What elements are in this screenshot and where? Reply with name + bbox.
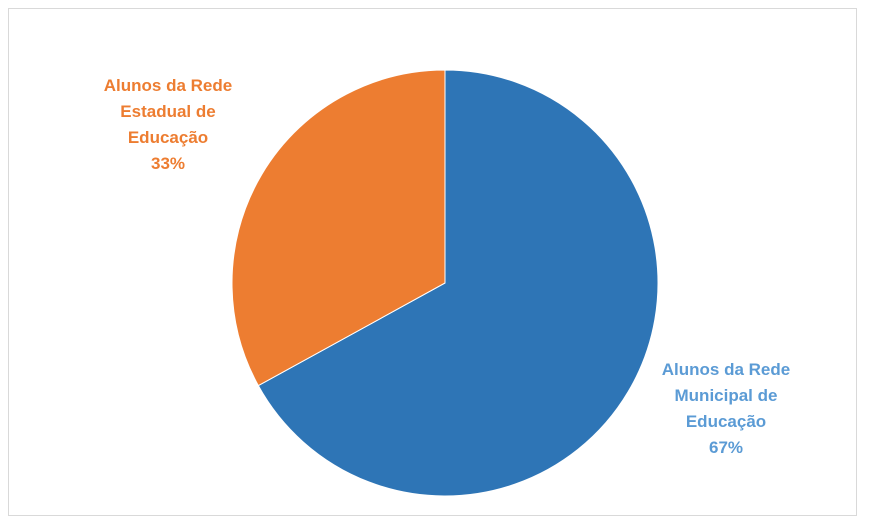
pie-slice-municipal (257, 69, 659, 497)
slice-label-municipal-line-3: Educação (685, 412, 767, 431)
slice-label-estadual-percent: 33% (150, 154, 186, 173)
slice-label-municipal-percent: 67% (708, 438, 744, 457)
slice-label-estadual-line-3: Educação (127, 128, 209, 147)
slice-label-estadual-line-2: Estadual de (120, 102, 216, 121)
pie-slice-estadual (231, 69, 446, 387)
slice-label-municipal: Alunos da Rede Municipal de Educação 67% (626, 357, 826, 461)
slice-label-municipal-line-2: Municipal de (674, 386, 778, 405)
slice-label-municipal-line-1: Alunos da Rede (661, 360, 791, 379)
slice-label-estadual-line-1: Alunos da Rede (103, 76, 233, 95)
slice-label-estadual: Alunos da Rede Estadual de Educação 33% (68, 73, 268, 177)
